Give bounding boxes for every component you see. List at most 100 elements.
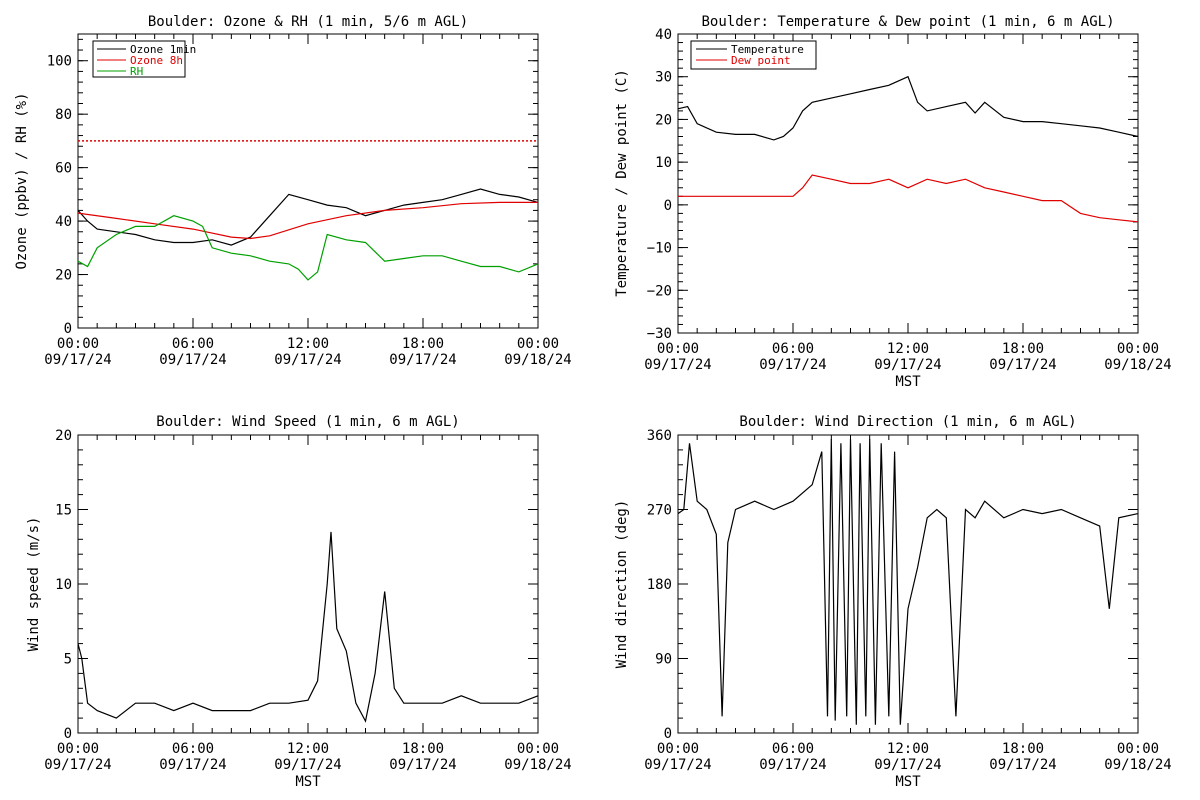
y-tick-label: 40 <box>655 27 672 43</box>
data-series <box>677 439 1139 725</box>
x-tick-date: 09/18/24 <box>1104 357 1171 373</box>
y-tick-labels: 0 20 40 60 80 100 <box>47 54 72 337</box>
x-tick-time: 00:00 <box>57 741 99 757</box>
x-tick-date: 09/17/24 <box>989 357 1056 373</box>
x-tick-date: 09/17/24 <box>644 757 711 773</box>
y-tick-label: 0 <box>664 198 672 214</box>
y-tick-label: 90 <box>655 652 672 668</box>
plot-frame <box>677 33 1139 334</box>
y-tick-label: 10 <box>55 577 72 593</box>
legend-box <box>690 40 817 70</box>
x-tick-time: 12:00 <box>887 741 929 757</box>
x-tick-date: 09/18/24 <box>1104 757 1171 773</box>
chart-title: Boulder: Temperature & Dew point (1 min,… <box>701 14 1114 30</box>
plot-frame <box>677 434 1139 734</box>
x-tick-date: 09/17/24 <box>644 357 711 373</box>
plot-frame <box>77 434 539 734</box>
y-tick-label: −20 <box>647 283 672 299</box>
legend-label: Dew point <box>731 54 791 67</box>
data-series <box>677 75 1139 223</box>
x-tick-time: 18:00 <box>1002 341 1044 357</box>
x-tick-time: 00:00 <box>1117 341 1159 357</box>
x-tick-date: 09/18/24 <box>504 352 571 368</box>
y-tick-label: 0 <box>64 321 72 337</box>
x-tick-date: 09/17/24 <box>989 757 1056 773</box>
x-tick-time: 18:00 <box>402 741 444 757</box>
x-tick-date: 09/17/24 <box>759 357 826 373</box>
y-tick-label: 0 <box>64 726 72 742</box>
y-tick-label: 270 <box>647 503 672 519</box>
x-tick-date: 09/17/24 <box>44 757 111 773</box>
y-tick-label: 100 <box>47 54 72 70</box>
x-tick-time: 00:00 <box>517 741 559 757</box>
x-tick-time: 00:00 <box>1117 741 1159 757</box>
y-tick-label: 30 <box>655 70 672 86</box>
x-tick-date: 09/17/24 <box>389 352 456 368</box>
x-tick-date: 09/17/24 <box>159 352 226 368</box>
chart-title: Boulder: Wind Direction (1 min, 6 m AGL) <box>739 414 1076 430</box>
series-line <box>677 439 1139 725</box>
y-tick-label: 0 <box>664 726 672 742</box>
chart-title: Boulder: Wind Speed (1 min, 6 m AGL) <box>156 414 459 430</box>
series-line <box>77 188 539 246</box>
y-axis-label: Wind speed (m/s) <box>26 517 42 652</box>
y-tick-label: 180 <box>647 577 672 593</box>
x-tick-date: 09/17/24 <box>274 757 341 773</box>
y-tick-label: 40 <box>55 214 72 230</box>
panel-ozone-rh: Boulder: Ozone & RH (1 min, 5/6 m AGL) 0… <box>14 14 572 368</box>
legend-label: Temperature <box>731 43 804 56</box>
series-line <box>77 201 538 240</box>
x-tick-time: 00:00 <box>57 336 99 352</box>
legend: Ozone 1min Ozone 8h RH <box>92 40 196 78</box>
x-axis-label: MST <box>295 774 321 790</box>
y-tick-label: 15 <box>55 503 72 519</box>
series-line <box>77 215 539 281</box>
x-tick-time: 06:00 <box>172 336 214 352</box>
x-tick-time: 00:00 <box>517 336 559 352</box>
y-axis-label: Ozone (ppbv) / RH (%) <box>14 92 30 269</box>
x-tick-time: 00:00 <box>657 341 699 357</box>
series-line <box>77 531 539 723</box>
x-tick-time: 12:00 <box>887 341 929 357</box>
y-tick-label: 20 <box>655 112 672 128</box>
series-line <box>678 174 1139 223</box>
y-tick-label: 80 <box>55 107 72 123</box>
panel-wind-direction: Boulder: Wind Direction (1 min, 6 m AGL)… <box>614 414 1172 790</box>
x-tick-time: 12:00 <box>287 741 329 757</box>
legend: Temperature Dew point <box>690 40 817 70</box>
legend-label: RH <box>130 65 143 78</box>
plot-frame <box>77 33 539 329</box>
panel-wind-speed: Boulder: Wind Speed (1 min, 6 m AGL) 0 5 1… <box>26 414 572 790</box>
y-tick-label: 20 <box>55 428 72 444</box>
y-tick-label: −10 <box>647 241 672 257</box>
y-tick-label: 10 <box>655 155 672 171</box>
x-tick-labels: 00:0009/17/2406:0009/17/2412:0009/17/241… <box>644 341 1171 373</box>
y-tick-labels: −30 −20 −10 0 10 20 30 40 <box>647 27 672 342</box>
x-tick-date: 09/17/24 <box>389 757 456 773</box>
x-tick-time: 18:00 <box>1002 741 1044 757</box>
y-axis-label: Wind direction (deg) <box>614 500 630 669</box>
legend-label: Ozone 8h <box>130 54 183 67</box>
y-tick-label: 360 <box>647 428 672 444</box>
x-tick-time: 00:00 <box>657 741 699 757</box>
x-tick-date: 09/17/24 <box>159 757 226 773</box>
legend-label: Ozone 1min <box>130 43 196 56</box>
y-tick-label: 20 <box>55 268 72 284</box>
x-axis-label: MST <box>895 374 921 390</box>
x-tick-date: 09/17/24 <box>274 352 341 368</box>
x-tick-date: 09/17/24 <box>874 357 941 373</box>
y-tick-labels: 0 5 10 15 20 <box>55 428 72 742</box>
data-series <box>77 140 539 281</box>
y-tick-label: 5 <box>64 652 72 668</box>
y-axis-label: Temperature / Dew point (C) <box>614 69 630 297</box>
x-tick-labels: 00:0009/17/2406:0009/17/2412:0009/17/241… <box>644 741 1171 773</box>
x-tick-date: 09/17/24 <box>759 757 826 773</box>
x-tick-labels: 00:0009/17/2406:0009/17/2412:0009/17/241… <box>44 741 571 773</box>
chart-title: Boulder: Ozone & RH (1 min, 5/6 m AGL) <box>148 14 468 30</box>
x-tick-time: 18:00 <box>402 336 444 352</box>
x-tick-date: 09/18/24 <box>504 757 571 773</box>
y-tick-label: 60 <box>55 161 72 177</box>
x-tick-time: 06:00 <box>772 341 814 357</box>
panel-temperature-dewpoint: Boulder: Temperature & Dew point (1 min,… <box>614 14 1172 390</box>
